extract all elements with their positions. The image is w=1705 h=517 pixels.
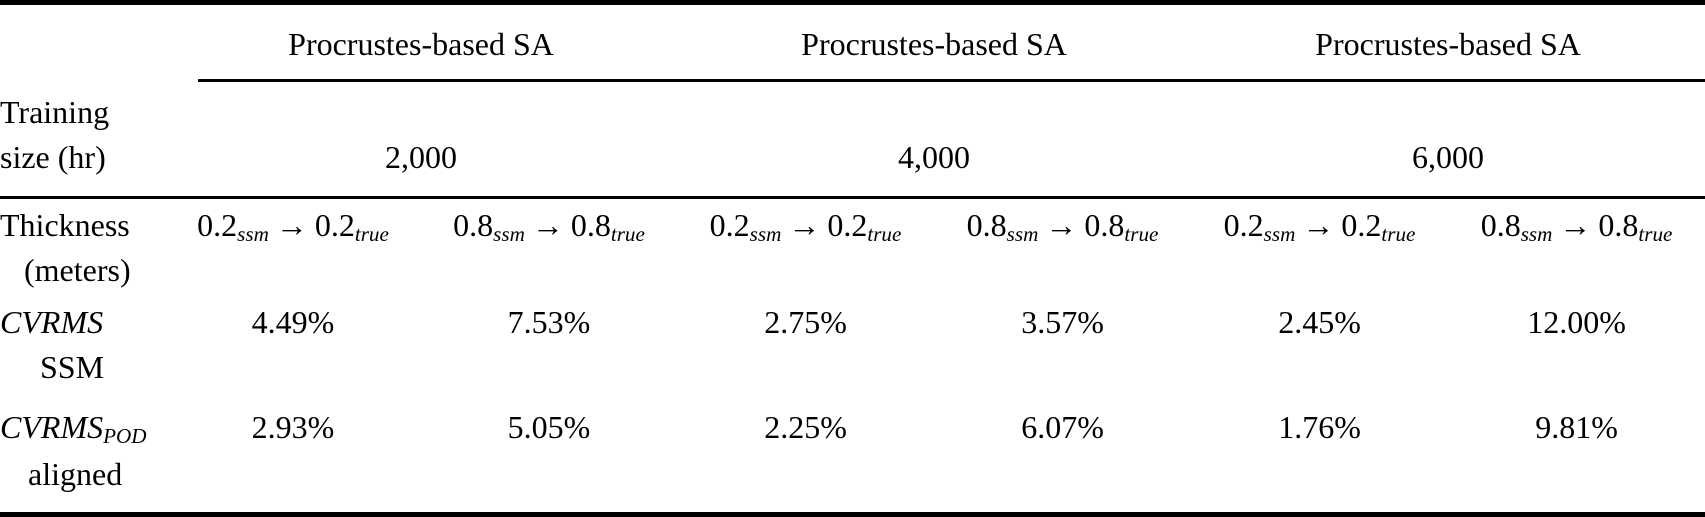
col-header-1-from: 0.2 xyxy=(197,207,238,243)
col-header-5-from-sub: ssm xyxy=(1263,222,1296,247)
col-header-6-from-sub: ssm xyxy=(1520,222,1553,247)
col-header-2: 0.8ssm → 0.8true xyxy=(421,198,677,301)
col-header-1: 0.2ssm → 0.2true xyxy=(165,198,421,301)
group-header-2: Procrustes-based SA xyxy=(801,25,1067,62)
value-cell: 6.07% xyxy=(1021,409,1104,445)
value-cell: 2.25% xyxy=(764,409,847,445)
right-arrow-icon: → xyxy=(1302,207,1335,243)
right-arrow-icon: → xyxy=(1045,207,1078,243)
cvrms-pod-label-line2: aligned xyxy=(28,455,123,492)
col-header-2-to-sub: true xyxy=(610,222,645,247)
col-header-4-to-sub: true xyxy=(1124,222,1159,247)
cvrms-pod-label-subscript: POD xyxy=(103,424,147,449)
col-header-3: 0.2ssm → 0.2true xyxy=(677,198,934,301)
cvrms-pod-aligned-row: CVRMSPOD aligned 2.93% 5.05% 2.25% 6.07%… xyxy=(0,405,1705,515)
col-header-2-from: 0.8 xyxy=(453,207,494,243)
col-header-4-from-sub: ssm xyxy=(1006,222,1039,247)
value-cell: 9.81% xyxy=(1535,409,1618,445)
group-header-3: Procrustes-based SA xyxy=(1315,25,1581,62)
training-size-label: Training size (hr) xyxy=(0,83,165,199)
col-header-4-to: 0.8 xyxy=(1084,207,1125,243)
value-cell: 2.45% xyxy=(1278,304,1361,340)
value-cell: 1.76% xyxy=(1278,409,1361,445)
value-cell: 4.49% xyxy=(251,304,335,340)
col-header-1-to: 0.2 xyxy=(314,207,355,243)
cvrms-pod-aligned-label: CVRMSPOD aligned xyxy=(0,405,165,515)
col-header-1-from-sub: ssm xyxy=(237,222,269,247)
col-header-2-to: 0.8 xyxy=(570,207,611,243)
value-cell: 2.93% xyxy=(251,409,335,445)
right-arrow-icon: → xyxy=(1559,207,1592,243)
col-header-3-to: 0.2 xyxy=(827,207,868,243)
group-header-row: Procrustes-based SA Procrustes-based SA … xyxy=(0,3,1705,84)
col-header-5: 0.2ssm → 0.2true xyxy=(1191,198,1448,301)
training-size-row: Training size (hr) 2,000 4,000 6,000 xyxy=(0,83,1705,199)
col-header-6-from: 0.8 xyxy=(1480,207,1521,243)
cvrms-ssm-row: CVRMS SSM 4.49% 7.53% 2.75% 3.57% 2.45% … xyxy=(0,300,1705,405)
training-size-label-line1: Training xyxy=(0,94,110,131)
col-header-5-to: 0.2 xyxy=(1341,207,1382,243)
cvrms-pod-label-main: CVRMS xyxy=(0,409,104,445)
group-header-underline-rule xyxy=(198,79,1705,82)
cvrms-pod-label-line1: CVRMSPOD xyxy=(0,405,165,452)
col-header-6-to-sub: true xyxy=(1638,222,1673,247)
col-header-6: 0.8ssm → 0.8true xyxy=(1448,198,1705,301)
col-header-4-from: 0.8 xyxy=(966,207,1007,243)
value-cell: 3.57% xyxy=(1021,304,1104,340)
col-header-5-from: 0.2 xyxy=(1223,207,1264,243)
col-header-2-from-sub: ssm xyxy=(493,222,525,247)
col-header-3-to-sub: true xyxy=(867,222,902,247)
cvrms-ssm-label: CVRMS SSM xyxy=(0,300,165,405)
value-cell: 12.00% xyxy=(1527,304,1626,340)
right-arrow-icon: → xyxy=(531,207,564,243)
value-cell: 2.75% xyxy=(764,304,847,340)
thickness-label-line1: Thickness xyxy=(0,207,130,243)
col-header-3-from-sub: ssm xyxy=(749,222,782,247)
col-header-3-from: 0.2 xyxy=(709,207,750,243)
value-cell: 7.53% xyxy=(507,304,591,340)
thickness-label-line2: (meters) xyxy=(24,251,131,288)
col-header-6-to: 0.8 xyxy=(1598,207,1639,243)
col-header-1-to-sub: true xyxy=(354,222,389,247)
right-arrow-icon: → xyxy=(275,207,308,243)
training-size-value-3: 6,000 xyxy=(1191,83,1705,199)
thickness-label: Thickness (meters) xyxy=(0,198,165,301)
training-size-label-line2: size (hr) xyxy=(0,139,106,176)
corner-empty-cell xyxy=(0,3,165,84)
thickness-header-row: Thickness (meters) 0.2ssm → 0.2true 0.8ssm… xyxy=(0,198,1705,301)
col-header-4: 0.8ssm → 0.8true xyxy=(934,198,1191,301)
right-arrow-icon: → xyxy=(788,207,821,243)
col-header-5-to-sub: true xyxy=(1381,222,1416,247)
value-cell: 5.05% xyxy=(507,409,591,445)
cvrms-ssm-label-line2: SSM xyxy=(40,348,105,385)
training-size-value-1: 2,000 xyxy=(165,83,678,199)
training-size-value-2: 4,000 xyxy=(677,83,1192,199)
cvrms-ssm-label-line1: CVRMS xyxy=(0,304,104,340)
group-header-1: Procrustes-based SA xyxy=(288,25,554,62)
